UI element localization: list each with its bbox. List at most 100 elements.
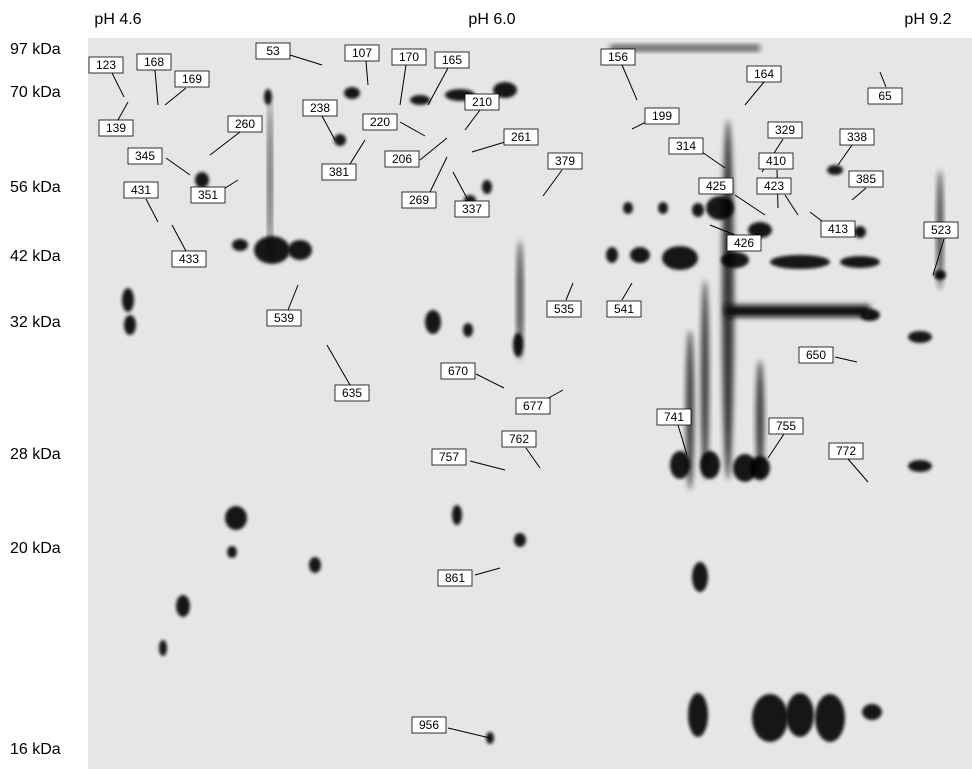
label-box <box>656 408 692 426</box>
leader-line <box>209 131 241 156</box>
leader-line <box>525 447 541 469</box>
spot-label: 385 <box>856 172 876 186</box>
gel-spot <box>254 236 290 264</box>
mw-label: 97 kDa <box>10 41 61 58</box>
label-box <box>758 152 794 170</box>
spot-label: 65 <box>878 89 892 103</box>
label-box <box>174 70 210 88</box>
gel-spot <box>514 533 526 547</box>
label-box <box>839 128 875 146</box>
label-box <box>88 56 124 74</box>
label-box <box>600 48 636 66</box>
leader-line <box>475 373 505 389</box>
leader-line <box>171 224 187 252</box>
leader-line <box>879 71 887 88</box>
leader-line <box>145 198 159 223</box>
leader-line <box>809 211 824 223</box>
label-box <box>171 250 207 268</box>
leader-line <box>565 282 574 301</box>
label-box <box>431 448 467 466</box>
gel-spot <box>630 247 650 263</box>
gel-spot <box>840 256 880 268</box>
gel-spot <box>770 255 830 269</box>
label-box <box>123 181 159 199</box>
gel-streak <box>701 280 709 480</box>
gel-spot <box>122 288 134 312</box>
spot-label: 762 <box>509 432 529 446</box>
leader-line <box>464 109 481 131</box>
gel-spot <box>227 546 237 558</box>
gel-streak <box>756 360 764 480</box>
leader-line <box>709 224 736 236</box>
label-box <box>698 177 734 195</box>
leader-line <box>734 194 766 216</box>
label-box <box>820 220 856 238</box>
spot-label: 220 <box>370 115 390 129</box>
gel-streak <box>268 100 272 260</box>
gel-spot <box>606 247 618 263</box>
spot-label: 329 <box>775 123 795 137</box>
spot-label: 410 <box>766 154 786 168</box>
gel-spot <box>159 640 167 656</box>
gel-spot <box>748 222 772 238</box>
spot-label: 269 <box>409 193 429 207</box>
label-box <box>136 53 172 71</box>
leader-line <box>837 144 853 166</box>
label-box <box>746 65 782 83</box>
gel-spots <box>122 45 946 744</box>
spot-label: 425 <box>706 179 726 193</box>
spot-label: 541 <box>614 302 634 316</box>
label-box <box>411 716 447 734</box>
ph-label: pH 6.0 <box>468 11 515 28</box>
gel-spot <box>623 202 633 214</box>
leader-line <box>399 121 426 137</box>
label-box <box>547 152 583 170</box>
gel-spot <box>908 460 932 472</box>
gel-spot <box>692 562 708 592</box>
gel-band <box>725 305 870 317</box>
gel-streak <box>517 240 523 360</box>
mw-label: 42 kDa <box>10 248 61 265</box>
mw-label: 28 kDa <box>10 446 61 463</box>
label-box <box>768 417 804 435</box>
label-box <box>255 42 291 60</box>
label-box <box>767 121 803 139</box>
spot-label: 956 <box>419 718 439 732</box>
label-box <box>362 113 398 131</box>
spot-label: 107 <box>352 46 372 60</box>
gel-spot <box>662 246 698 270</box>
spot-label: 206 <box>392 152 412 166</box>
ph-label: pH 4.6 <box>94 11 141 28</box>
leader-line <box>447 727 491 739</box>
label-box <box>391 48 427 66</box>
label-box <box>454 200 490 218</box>
label-box <box>127 147 163 165</box>
leader-line <box>452 171 469 201</box>
leader-line <box>321 115 336 141</box>
spot-label: 539 <box>274 311 294 325</box>
spot-label: 757 <box>439 450 459 464</box>
leader-line <box>834 356 858 363</box>
leader-line <box>365 60 369 86</box>
leader-line <box>932 238 945 276</box>
leader-line <box>542 169 563 197</box>
spot-label: 260 <box>235 117 255 131</box>
spot-label: 423 <box>764 179 784 193</box>
gel-spot <box>786 693 814 737</box>
spot-label: 170 <box>399 50 419 64</box>
label-box <box>266 309 302 327</box>
gel-spot <box>225 506 247 530</box>
spot-label: 379 <box>555 154 575 168</box>
label-box <box>227 115 263 133</box>
spot-label: 156 <box>608 50 628 64</box>
label-box <box>344 44 380 62</box>
spot-label: 338 <box>847 130 867 144</box>
label-box <box>644 107 680 125</box>
leader-line <box>471 141 506 153</box>
gel-spot <box>854 226 866 238</box>
gel-spot <box>733 454 757 482</box>
spot-label: 351 <box>198 188 218 202</box>
gel-spot <box>344 87 360 99</box>
spot-label: 677 <box>523 399 543 413</box>
gel-spot <box>908 331 932 343</box>
